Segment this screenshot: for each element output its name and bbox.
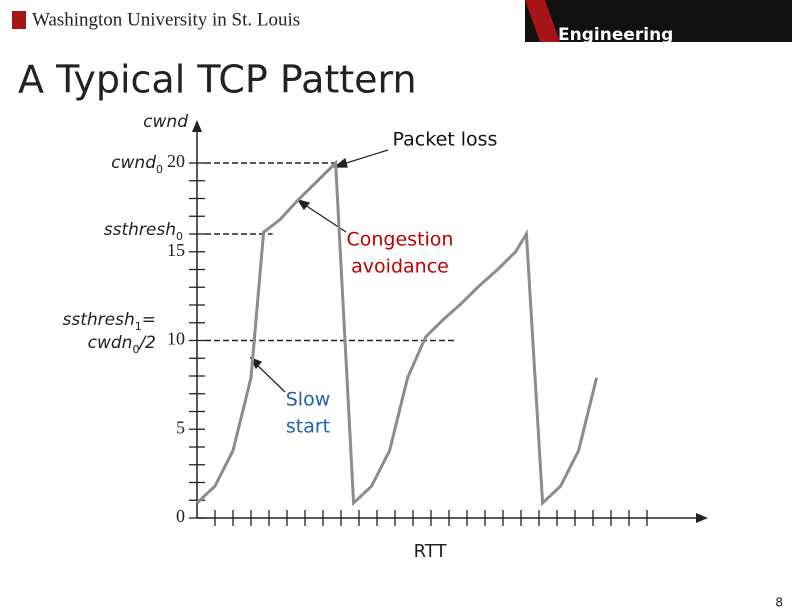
- label-part: cwdn: [88, 333, 133, 353]
- y-tick-label: 10: [167, 329, 185, 349]
- label-part: /2: [137, 333, 156, 353]
- x-axis-arrow: [696, 513, 708, 523]
- callout-text: start: [286, 416, 330, 438]
- threshold-label: cwdn0/2: [88, 333, 156, 356]
- callout-text: avoidance: [351, 256, 449, 278]
- arrowhead: [333, 157, 348, 168]
- x-axis-label: RTT: [414, 541, 448, 562]
- y-tick-label: 15: [167, 240, 185, 260]
- page-number: 8: [775, 596, 783, 610]
- label-part: 0: [156, 163, 163, 176]
- school-name: Engineering: [558, 25, 673, 45]
- data-line: [195, 159, 599, 507]
- arrow: [339, 149, 389, 166]
- label-part: 0: [176, 230, 183, 243]
- threshold-label: ssthresh0: [104, 220, 183, 243]
- threshold-label: cwnd0: [111, 153, 163, 176]
- threshold-label: ssthresh1=: [63, 310, 156, 333]
- logo-shield: [12, 11, 26, 29]
- label-part: ssthresh: [63, 310, 135, 330]
- label-part: 1: [135, 320, 142, 333]
- label-part: 0: [132, 343, 139, 356]
- callout-text: Packet loss: [393, 129, 498, 151]
- callout-text: Congestion: [347, 229, 454, 251]
- y-tick-label: 5: [176, 417, 185, 437]
- y-axis-arrow: [192, 120, 202, 132]
- arrow: [253, 361, 286, 393]
- header-bar: [525, 0, 792, 42]
- header-accent: [525, 0, 560, 42]
- university-name: Washington University in St. Louis: [32, 9, 300, 30]
- label-part: =: [142, 310, 156, 330]
- y-tick-label: 0: [176, 506, 185, 526]
- label-part: ssthresh: [104, 220, 176, 240]
- callout-text: Slow: [286, 389, 331, 411]
- slide-title: A Typical TCP Pattern: [18, 58, 417, 102]
- y-tick-label: 20: [167, 151, 185, 171]
- arrowhead: [296, 198, 311, 211]
- y-axis-label: cwnd: [143, 112, 188, 132]
- label-part: cwnd: [111, 153, 156, 173]
